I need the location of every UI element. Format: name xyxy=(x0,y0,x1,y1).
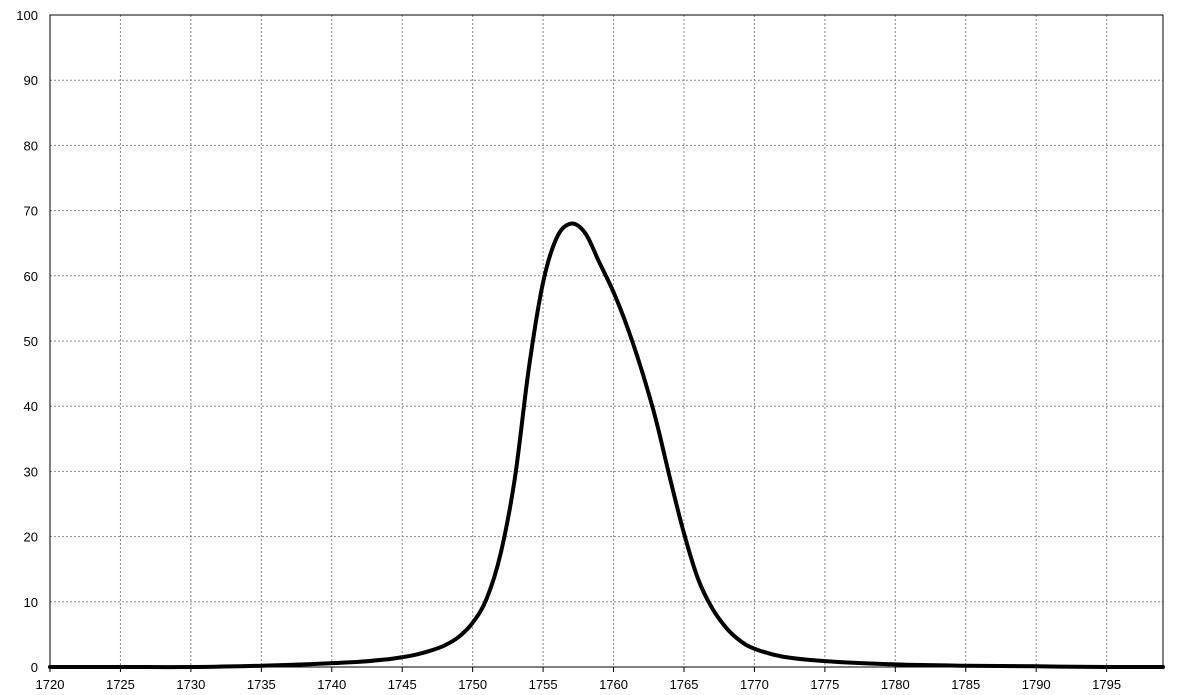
y-tick-label: 0 xyxy=(31,660,38,675)
x-tick-label: 1755 xyxy=(529,677,558,692)
x-tick-label: 1730 xyxy=(176,677,205,692)
series-line xyxy=(48,221,1165,670)
x-tick-label: 1790 xyxy=(1022,677,1051,692)
x-tick-label: 1785 xyxy=(951,677,980,692)
y-tick-label: 60 xyxy=(24,269,38,284)
x-tick-label: 1760 xyxy=(599,677,628,692)
y-tick-label: 30 xyxy=(24,464,38,479)
x-tick-label: 1720 xyxy=(36,677,65,692)
y-tick-label: 10 xyxy=(24,595,38,610)
grid-lines xyxy=(50,15,1163,667)
x-tick-label: 1770 xyxy=(740,677,769,692)
x-tick-label: 1765 xyxy=(670,677,699,692)
y-tick-label: 20 xyxy=(24,530,38,545)
y-axis-ticks: 0 10 20 30 40 50 60 70 80 90 100 xyxy=(16,8,38,675)
x-tick-label: 1795 xyxy=(1092,677,1121,692)
x-tick-label: 1725 xyxy=(106,677,135,692)
plot-frame xyxy=(49,14,1164,668)
y-tick-label: 70 xyxy=(24,204,38,219)
y-tick-label: 100 xyxy=(16,8,38,23)
y-tick-label: 40 xyxy=(24,399,38,414)
x-tick-label: 1740 xyxy=(317,677,346,692)
x-tick-label: 1775 xyxy=(810,677,839,692)
y-tick-label: 80 xyxy=(24,138,38,153)
x-tick-label: 1735 xyxy=(247,677,276,692)
x-tick-label: 1745 xyxy=(388,677,417,692)
y-tick-label: 90 xyxy=(24,73,38,88)
y-tick-label: 50 xyxy=(24,334,38,349)
x-tick-label: 1750 xyxy=(458,677,487,692)
x-axis-ticks: 1720 1725 1730 1735 1740 1745 1750 1755 1760 1765… xyxy=(36,667,1121,692)
x-tick-label: 1780 xyxy=(881,677,910,692)
